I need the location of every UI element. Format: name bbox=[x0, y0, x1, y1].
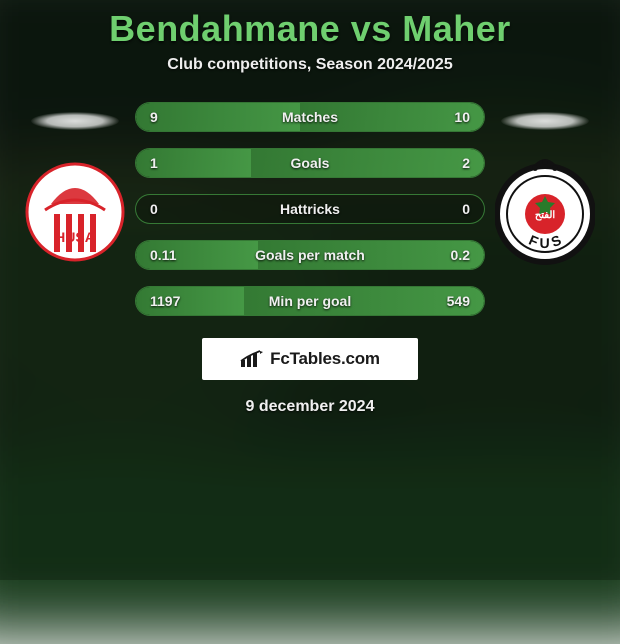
stat-value-right: 0.2 bbox=[451, 247, 470, 263]
stat-value-left: 9 bbox=[150, 109, 158, 125]
crest-right: الفتح F U S bbox=[495, 152, 595, 272]
stat-label: Goals per match bbox=[255, 247, 365, 263]
player-shadow-left bbox=[31, 112, 119, 130]
stat-value-left: 1197 bbox=[150, 293, 180, 309]
stat-value-right: 10 bbox=[454, 109, 470, 125]
team-left-column: HUSA bbox=[15, 102, 135, 272]
stat-label: Goals bbox=[291, 155, 330, 171]
stat-bar: 0 Hattricks 0 bbox=[135, 194, 485, 224]
player-shadow-right bbox=[501, 112, 589, 130]
stat-bar: 1197 Min per goal 549 bbox=[135, 286, 485, 316]
brand-badge: FcTables.com bbox=[202, 338, 418, 380]
stat-label: Hattricks bbox=[280, 201, 340, 217]
stat-value-left: 0.11 bbox=[150, 247, 176, 263]
stat-label: Min per goal bbox=[269, 293, 351, 309]
svg-text:الفتح: الفتح bbox=[535, 210, 556, 221]
svg-text:HUSA: HUSA bbox=[55, 229, 95, 245]
stat-label: Matches bbox=[282, 109, 338, 125]
team-right-column: الفتح F U S bbox=[485, 102, 605, 272]
page-subtitle: Club competitions, Season 2024/2025 bbox=[167, 56, 452, 74]
stat-bar: 1 Goals 2 bbox=[135, 148, 485, 178]
crest-left: HUSA bbox=[25, 152, 125, 272]
stat-bar: 0.11 Goals per match 0.2 bbox=[135, 240, 485, 270]
chart-icon bbox=[240, 350, 264, 368]
stat-fill-right bbox=[251, 149, 484, 177]
comparison-row: HUSA 9 Matches 10 1 Goals 2 0 Hattricks 0 0.11 Goa… bbox=[0, 102, 620, 316]
snapshot-date: 9 december 2024 bbox=[246, 398, 375, 416]
stat-value-right: 0 bbox=[462, 201, 470, 217]
page-title: Bendahmane vs Maher bbox=[109, 8, 511, 50]
stat-value-left: 1 bbox=[150, 155, 158, 171]
stat-fill-left bbox=[136, 103, 300, 131]
stat-value-left: 0 bbox=[150, 201, 158, 217]
stat-bar: 9 Matches 10 bbox=[135, 102, 485, 132]
stat-value-right: 2 bbox=[462, 155, 470, 171]
brand-text: FcTables.com bbox=[270, 349, 380, 369]
stat-bars: 9 Matches 10 1 Goals 2 0 Hattricks 0 0.11 Goals pe… bbox=[135, 102, 485, 316]
stat-value-right: 549 bbox=[447, 293, 470, 309]
